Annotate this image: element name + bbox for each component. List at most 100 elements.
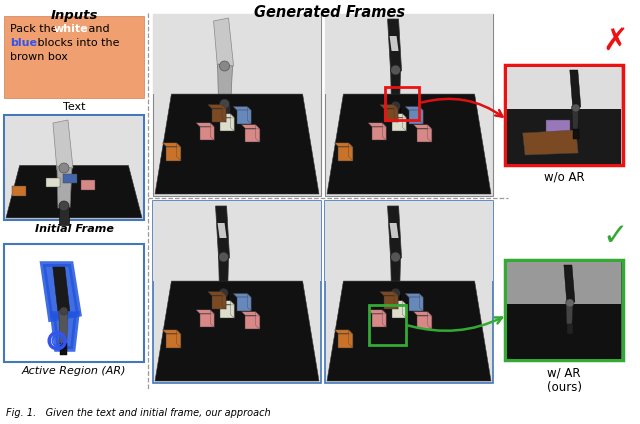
Bar bbox=[153, 201, 321, 383]
Polygon shape bbox=[163, 330, 180, 334]
Bar bbox=[505, 260, 623, 360]
Circle shape bbox=[566, 299, 574, 307]
Polygon shape bbox=[335, 143, 353, 147]
Text: white: white bbox=[54, 24, 88, 34]
Circle shape bbox=[572, 104, 580, 112]
Polygon shape bbox=[368, 123, 387, 127]
Polygon shape bbox=[241, 312, 260, 315]
Bar bbox=[417, 315, 431, 329]
Text: w/ AR
(ours): w/ AR (ours) bbox=[547, 366, 582, 394]
Polygon shape bbox=[327, 94, 491, 194]
Bar bbox=[59, 207, 69, 225]
Text: Pack the: Pack the bbox=[10, 24, 61, 34]
Text: Active Region (AR): Active Region (AR) bbox=[22, 366, 126, 376]
Bar bbox=[385, 87, 419, 120]
Bar bbox=[245, 128, 260, 142]
Bar bbox=[63, 174, 77, 183]
Bar bbox=[46, 178, 60, 187]
Circle shape bbox=[220, 99, 230, 109]
Bar bbox=[573, 129, 579, 139]
Polygon shape bbox=[52, 314, 77, 349]
Polygon shape bbox=[413, 312, 431, 315]
Polygon shape bbox=[390, 223, 399, 238]
Bar bbox=[220, 118, 234, 131]
Bar bbox=[392, 118, 406, 131]
Polygon shape bbox=[405, 293, 423, 298]
Bar bbox=[392, 107, 399, 122]
Polygon shape bbox=[177, 143, 180, 161]
Text: Inputs: Inputs bbox=[51, 9, 98, 22]
Bar bbox=[220, 105, 230, 123]
Bar bbox=[4, 244, 144, 362]
Polygon shape bbox=[428, 125, 431, 142]
Polygon shape bbox=[382, 310, 387, 327]
Polygon shape bbox=[566, 301, 573, 325]
Polygon shape bbox=[241, 125, 260, 128]
Text: Generated Frames: Generated Frames bbox=[255, 5, 406, 20]
Bar bbox=[212, 296, 226, 309]
Bar bbox=[409, 111, 423, 124]
Polygon shape bbox=[388, 114, 406, 118]
Polygon shape bbox=[523, 130, 578, 155]
Bar bbox=[392, 294, 399, 309]
Circle shape bbox=[219, 252, 228, 262]
Polygon shape bbox=[428, 312, 431, 329]
Circle shape bbox=[220, 61, 230, 71]
Bar bbox=[567, 324, 573, 334]
Circle shape bbox=[390, 252, 401, 262]
Polygon shape bbox=[327, 281, 491, 381]
Polygon shape bbox=[256, 125, 260, 142]
Circle shape bbox=[390, 288, 401, 298]
Circle shape bbox=[59, 163, 69, 173]
Bar bbox=[325, 14, 493, 196]
Bar bbox=[220, 294, 228, 309]
Polygon shape bbox=[572, 106, 579, 130]
Circle shape bbox=[59, 201, 69, 211]
Polygon shape bbox=[390, 36, 399, 51]
Polygon shape bbox=[163, 143, 180, 147]
Polygon shape bbox=[177, 330, 180, 348]
Bar bbox=[220, 305, 234, 318]
Bar bbox=[392, 305, 406, 318]
Polygon shape bbox=[208, 292, 226, 296]
Polygon shape bbox=[405, 106, 423, 111]
Text: blue: blue bbox=[10, 38, 37, 48]
Circle shape bbox=[219, 288, 228, 298]
Circle shape bbox=[390, 101, 401, 111]
Polygon shape bbox=[216, 114, 234, 118]
Polygon shape bbox=[43, 264, 79, 319]
Polygon shape bbox=[394, 292, 398, 309]
Polygon shape bbox=[413, 125, 431, 128]
Bar bbox=[166, 147, 180, 161]
Polygon shape bbox=[564, 265, 575, 304]
Bar bbox=[325, 201, 493, 281]
Bar bbox=[369, 305, 406, 345]
Text: Initial Frame: Initial Frame bbox=[35, 224, 113, 234]
Polygon shape bbox=[218, 223, 227, 238]
Text: ✗: ✗ bbox=[602, 26, 628, 56]
Circle shape bbox=[60, 307, 68, 315]
Text: ✓: ✓ bbox=[602, 221, 628, 251]
Text: Text: Text bbox=[63, 102, 85, 112]
Polygon shape bbox=[247, 106, 252, 124]
Polygon shape bbox=[349, 330, 353, 348]
Polygon shape bbox=[53, 120, 73, 170]
Bar bbox=[4, 115, 144, 220]
Bar bbox=[237, 111, 252, 124]
Polygon shape bbox=[233, 106, 252, 111]
Bar bbox=[166, 334, 180, 348]
Bar bbox=[384, 296, 398, 309]
Polygon shape bbox=[211, 123, 214, 140]
Text: Fig. 1.   Given the text and initial frame, our approach: Fig. 1. Given the text and initial frame… bbox=[6, 408, 271, 418]
Polygon shape bbox=[256, 312, 260, 329]
Bar bbox=[507, 67, 621, 109]
Polygon shape bbox=[59, 310, 68, 344]
Circle shape bbox=[390, 65, 401, 75]
Polygon shape bbox=[380, 105, 398, 109]
Polygon shape bbox=[155, 94, 319, 194]
Polygon shape bbox=[155, 281, 319, 381]
Bar bbox=[153, 14, 321, 196]
Polygon shape bbox=[218, 64, 232, 106]
Polygon shape bbox=[208, 105, 226, 109]
Polygon shape bbox=[394, 105, 398, 122]
